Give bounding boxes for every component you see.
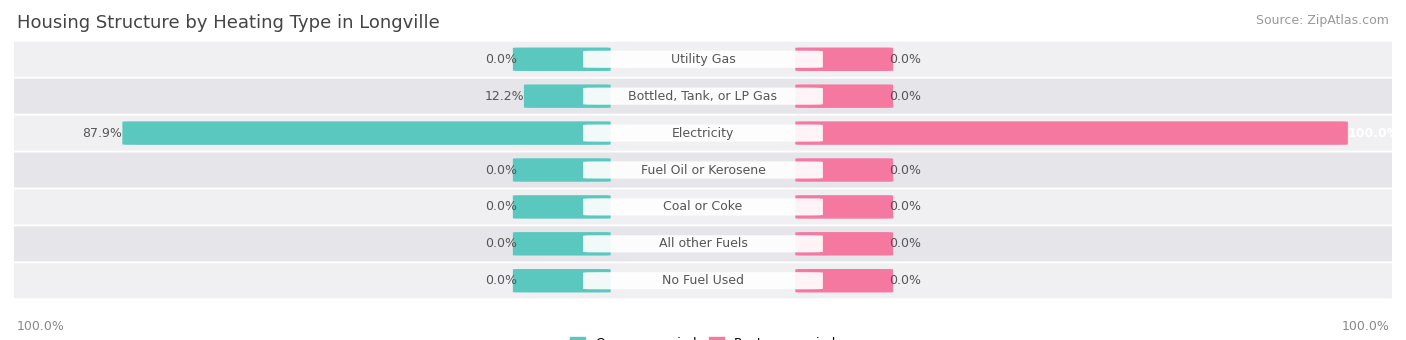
FancyBboxPatch shape xyxy=(796,269,893,292)
Text: Utility Gas: Utility Gas xyxy=(671,53,735,66)
Text: Source: ZipAtlas.com: Source: ZipAtlas.com xyxy=(1256,14,1389,27)
Text: Electricity: Electricity xyxy=(672,126,734,140)
FancyBboxPatch shape xyxy=(0,116,1406,151)
Text: 100.0%: 100.0% xyxy=(17,320,65,333)
FancyBboxPatch shape xyxy=(583,51,823,68)
FancyBboxPatch shape xyxy=(796,158,893,182)
Text: 0.0%: 0.0% xyxy=(485,274,517,287)
Text: 100.0%: 100.0% xyxy=(1341,320,1389,333)
Text: All other Fuels: All other Fuels xyxy=(658,237,748,250)
FancyBboxPatch shape xyxy=(583,88,823,105)
FancyBboxPatch shape xyxy=(513,269,610,292)
Text: 0.0%: 0.0% xyxy=(889,200,921,214)
FancyBboxPatch shape xyxy=(583,124,823,142)
Text: 87.9%: 87.9% xyxy=(83,126,122,140)
FancyBboxPatch shape xyxy=(0,189,1406,224)
FancyBboxPatch shape xyxy=(0,79,1406,114)
Text: No Fuel Used: No Fuel Used xyxy=(662,274,744,287)
FancyBboxPatch shape xyxy=(583,198,823,216)
Text: Fuel Oil or Kerosene: Fuel Oil or Kerosene xyxy=(641,164,765,176)
FancyBboxPatch shape xyxy=(513,48,610,71)
Text: 0.0%: 0.0% xyxy=(889,164,921,176)
Text: 0.0%: 0.0% xyxy=(485,237,517,250)
FancyBboxPatch shape xyxy=(0,42,1406,77)
FancyBboxPatch shape xyxy=(583,272,823,289)
FancyBboxPatch shape xyxy=(0,152,1406,188)
Text: 0.0%: 0.0% xyxy=(889,237,921,250)
FancyBboxPatch shape xyxy=(583,162,823,178)
FancyBboxPatch shape xyxy=(583,235,823,252)
FancyBboxPatch shape xyxy=(796,84,893,108)
Text: 12.2%: 12.2% xyxy=(484,90,524,103)
FancyBboxPatch shape xyxy=(796,195,893,219)
FancyBboxPatch shape xyxy=(796,48,893,71)
FancyBboxPatch shape xyxy=(513,232,610,256)
Text: 0.0%: 0.0% xyxy=(889,53,921,66)
FancyBboxPatch shape xyxy=(0,263,1406,298)
FancyBboxPatch shape xyxy=(122,121,610,145)
Text: 0.0%: 0.0% xyxy=(485,164,517,176)
FancyBboxPatch shape xyxy=(796,121,1348,145)
Text: Housing Structure by Heating Type in Longville: Housing Structure by Heating Type in Lon… xyxy=(17,14,440,32)
Text: 0.0%: 0.0% xyxy=(889,274,921,287)
Text: Coal or Coke: Coal or Coke xyxy=(664,200,742,214)
FancyBboxPatch shape xyxy=(796,232,893,256)
Text: 0.0%: 0.0% xyxy=(485,53,517,66)
FancyBboxPatch shape xyxy=(524,84,610,108)
Text: 0.0%: 0.0% xyxy=(889,90,921,103)
FancyBboxPatch shape xyxy=(0,226,1406,261)
Text: 0.0%: 0.0% xyxy=(485,200,517,214)
FancyBboxPatch shape xyxy=(513,158,610,182)
Text: Bottled, Tank, or LP Gas: Bottled, Tank, or LP Gas xyxy=(628,90,778,103)
FancyBboxPatch shape xyxy=(513,195,610,219)
Legend: Owner-occupied, Renter-occupied: Owner-occupied, Renter-occupied xyxy=(569,337,837,340)
Text: 100.0%: 100.0% xyxy=(1348,126,1400,140)
